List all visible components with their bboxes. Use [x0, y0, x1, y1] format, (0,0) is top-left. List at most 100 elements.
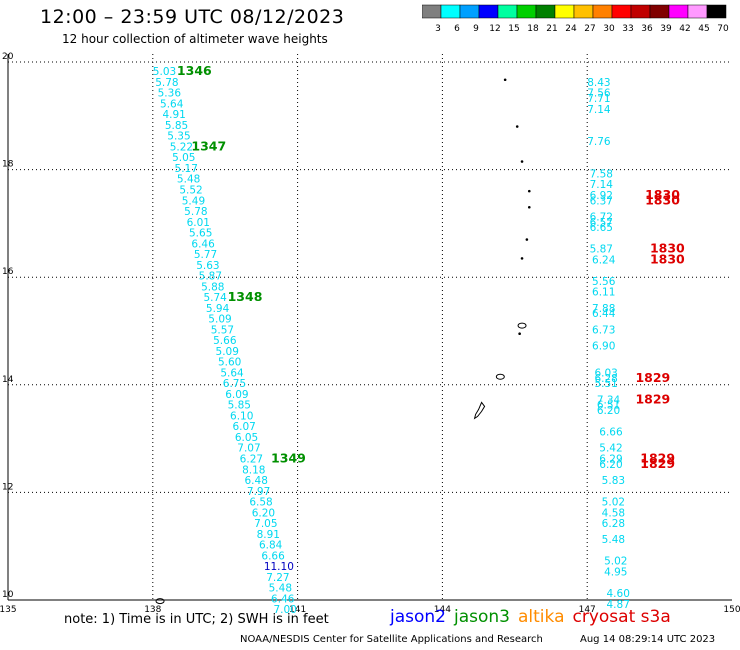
island-outline [527, 189, 531, 193]
wave-height-value: 7.56 [587, 88, 611, 100]
wave-height-value: 8.91 [257, 529, 280, 541]
pass-cycle-label: 1348 [228, 289, 263, 304]
wave-height-value: 5.52 [179, 185, 202, 197]
wave-height-value: 6.29 [599, 454, 622, 466]
y-tick-label: 16 [2, 267, 14, 277]
pass-cycle-label: 1830 [650, 241, 685, 256]
colorbar-label: 9 [473, 24, 479, 34]
island-outline [517, 322, 527, 329]
wave-height-value: 6.66 [261, 550, 285, 562]
units-note: note: 1) Time is in UTC; 2) SWH is in fe… [64, 612, 329, 627]
pass-cycle-label: 1830 [645, 192, 680, 207]
island-outline [155, 598, 165, 605]
wave-height-value: 6.84 [259, 540, 283, 552]
wave-height-value: 6.51 [597, 400, 620, 412]
wave-height-value: 4.91 [162, 109, 185, 121]
wave-height-value: 7.00 [273, 604, 296, 616]
wave-height-value: 6.27 [240, 454, 263, 466]
wave-height-value: 5.57 [211, 324, 234, 336]
wave-height-value: 5.22 [170, 141, 193, 153]
y-tick-label: 20 [2, 52, 14, 62]
wave-height-value: 6.44 [592, 308, 616, 320]
wave-height-value: 5.36 [158, 88, 182, 100]
island-outline [520, 160, 524, 163]
wave-height-value: 8.18 [242, 464, 265, 476]
island-tinian [518, 332, 521, 335]
wave-height-value: 6.57 [590, 217, 613, 229]
x-tick-label: 147 [579, 605, 596, 615]
x-tick-label: 144 [434, 605, 451, 615]
pass-cycle-label: 1830 [650, 251, 685, 266]
wave-height-value: 7.27 [266, 572, 289, 584]
wave-height-value: 5.42 [599, 443, 622, 455]
x-tick-label: 135 [0, 605, 17, 615]
colorbar-label: 6 [454, 24, 460, 34]
wave-height-value: 5.88 [201, 281, 224, 293]
island-sarigan [525, 238, 529, 241]
pass-cycle-label: 1346 [177, 63, 212, 78]
wave-height-value: 6.28 [594, 373, 617, 385]
island-anatahan [520, 257, 524, 260]
wave-height-value: 5.05 [172, 152, 195, 164]
island-outline [515, 125, 519, 128]
island-outline [525, 238, 529, 241]
wave-height-value: 7.07 [237, 443, 260, 455]
wave-height-value: 7.58 [590, 168, 613, 180]
island-agrihan [515, 125, 519, 128]
wave-height-value: 6.07 [232, 421, 255, 433]
pass-cycle-label: 1829 [640, 451, 675, 466]
wave-height-value: 7.05 [254, 518, 277, 530]
chart-subtitle: 12 hour collection of altimeter wave hei… [62, 32, 328, 46]
wave-height-value: 6.90 [592, 341, 615, 353]
island-outline [520, 257, 524, 260]
wave-height-value: 7.76 [587, 136, 611, 148]
wave-height-value: 7.97 [247, 486, 270, 498]
wave-height-value: 6.73 [592, 324, 615, 336]
wave-height-value: 5.85 [228, 400, 251, 412]
pass-cycle-label: 1349 [271, 451, 306, 466]
wave-height-value: 4.58 [602, 507, 625, 519]
wave-height-value: 5.63 [196, 260, 219, 272]
colorbar-label: 45 [698, 24, 709, 34]
colorbar-label: 39 [660, 24, 672, 34]
wave-height-value: 5.78 [184, 206, 207, 218]
wave-height-value: 6.66 [599, 427, 623, 439]
wave-height-value: 5.17 [175, 163, 198, 175]
legend-jason2: jason2 [390, 607, 446, 627]
track-jason3: 5.035.785.365.644.915.855.355.225.055.17… [153, 63, 306, 616]
island-alamagan [527, 189, 531, 193]
wave-height-value: 6.48 [245, 475, 268, 487]
legend-cryosat-s3a: cryosat s3a [572, 607, 671, 627]
island-rota [495, 373, 505, 380]
wave-height-value: 5.60 [218, 357, 241, 369]
wave-height-value: 11.10 [264, 561, 294, 573]
wave-height-value: 7.71 [587, 93, 610, 105]
pass-cycle-label: 1829 [635, 370, 670, 385]
colorbar-label: 3 [435, 24, 441, 34]
colorbar-label: 27 [584, 24, 595, 34]
colorbar-label: 18 [527, 24, 539, 34]
y-tick-label: 14 [2, 375, 14, 385]
wave-height-value: 5.09 [216, 346, 239, 358]
colorbar-label: 36 [641, 24, 653, 34]
wave-height-value: 7.34 [597, 394, 621, 406]
wave-height-value: 6.11 [592, 287, 615, 299]
track-cryosat-s3a: 8.437.567.717.147.767.587.146.926.376.72… [587, 77, 685, 611]
colorbar-label: 30 [603, 24, 615, 34]
wave-height-value: 5.77 [194, 249, 217, 261]
wave-height-value: 5.83 [602, 475, 625, 487]
wave-height-value: 6.92 [590, 190, 613, 202]
wave-height-value: 5.87 [199, 271, 222, 283]
island-outline [495, 373, 505, 380]
wave-height-value: 7.88 [592, 303, 615, 315]
island-pagan [520, 160, 524, 163]
satellite-legend: jason2 jason3 altika cryosat s3a [390, 607, 679, 627]
island-outline [518, 332, 521, 335]
wave-height-value: 5.02 [602, 497, 625, 509]
island-yap [155, 598, 165, 605]
pass-cycle-label: 1829 [640, 456, 675, 471]
wave-height-value: 4.87 [607, 599, 630, 611]
chart-title: 12:00 – 23:59 UTC 08/12/2023 [40, 6, 345, 28]
wave-height-value: 6.20 [597, 405, 620, 417]
